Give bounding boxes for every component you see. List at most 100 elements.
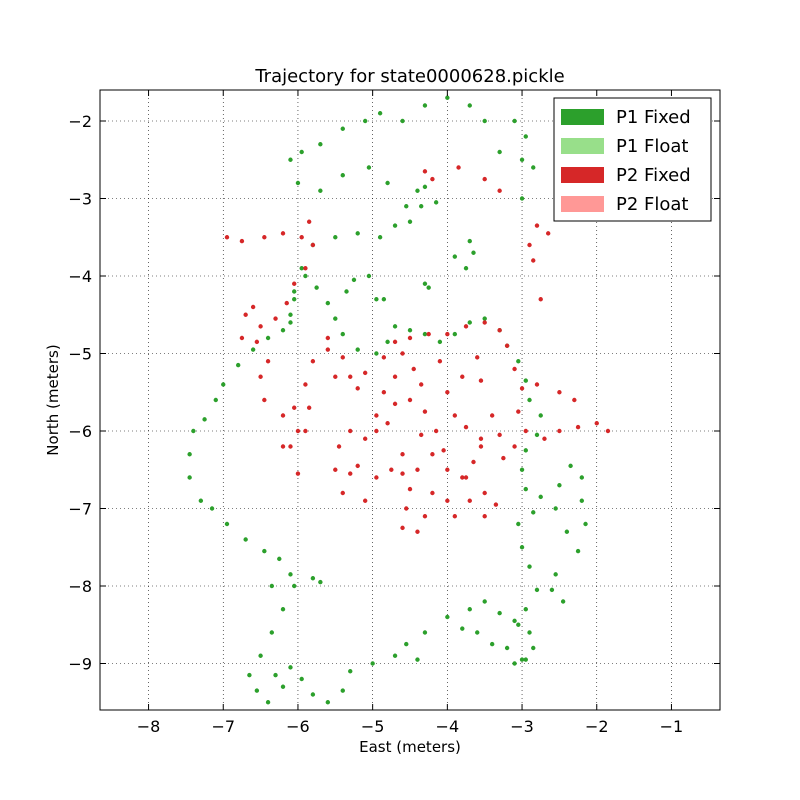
p1-fixed-point <box>303 273 308 279</box>
p2-fixed-point <box>460 475 465 480</box>
p1-fixed-point <box>482 316 487 321</box>
p1-fixed-point <box>318 579 323 585</box>
y-tick-label: −3 <box>68 190 92 209</box>
p1-fixed-point <box>452 331 458 337</box>
p1-fixed-point <box>523 607 528 612</box>
p2-fixed-point <box>452 514 458 519</box>
p1-fixed-point <box>392 653 398 658</box>
p1-fixed-point <box>531 645 536 651</box>
y-tick-label: −7 <box>68 500 92 519</box>
p1-fixed-point <box>519 467 525 472</box>
p1-fixed-point <box>362 118 368 124</box>
p1-fixed-point <box>527 397 532 403</box>
p2-fixed-point <box>557 390 562 395</box>
p1-fixed-point <box>415 657 420 662</box>
p2-fixed-point <box>445 331 450 337</box>
p1-fixed-point <box>489 641 495 647</box>
legend-swatch-p1-fixed <box>561 109 604 125</box>
p1-fixed-point <box>299 149 304 155</box>
p1-fixed-point <box>519 196 525 201</box>
p1-fixed-point <box>288 157 293 162</box>
p1-fixed-point <box>512 661 517 666</box>
p1-fixed-point <box>445 614 450 620</box>
p1-fixed-point <box>254 688 260 693</box>
p2-fixed-point <box>362 436 368 441</box>
p1-fixed-point <box>579 475 585 480</box>
p2-fixed-point <box>280 413 286 418</box>
p2-fixed-point <box>433 428 439 434</box>
p2-fixed-point <box>411 366 416 372</box>
p1-fixed-point <box>374 297 379 302</box>
p1-fixed-point <box>265 335 271 341</box>
p2-fixed-point <box>362 370 368 376</box>
p1-fixed-point <box>366 273 372 279</box>
p2-fixed-point <box>445 498 450 503</box>
p1-fixed-point <box>344 289 349 294</box>
p2-fixed-point <box>265 359 271 364</box>
p2-fixed-point <box>333 467 338 472</box>
p1-fixed-point <box>560 599 566 604</box>
p2-fixed-point <box>430 490 435 496</box>
p1-fixed-point <box>292 289 297 294</box>
p1-fixed-point <box>280 328 286 333</box>
p1-fixed-point <box>333 235 338 240</box>
p1-fixed-point <box>310 576 316 581</box>
p1-fixed-point <box>422 281 428 286</box>
p1-fixed-point <box>213 397 218 403</box>
p1-fixed-point <box>512 618 517 624</box>
p2-fixed-point <box>333 374 338 379</box>
plot-frame <box>99 89 721 711</box>
p1-fixed-point <box>433 200 439 205</box>
p1-fixed-point <box>310 692 316 697</box>
y-tick-label: −2 <box>68 112 92 131</box>
p2-fixed-point <box>280 231 286 236</box>
p1-fixed-point <box>288 320 293 325</box>
p1-fixed-point <box>258 653 263 658</box>
p1-fixed-point <box>277 556 282 562</box>
p1-fixed-point <box>407 328 413 333</box>
p2-fixed-point <box>456 165 461 170</box>
y-tick-label: −9 <box>68 655 92 674</box>
p1-fixed-point <box>299 266 304 271</box>
legend-label-p2-fixed: P2 Fixed <box>616 165 691 186</box>
p1-fixed-point <box>557 483 562 488</box>
p2-fixed-point <box>407 397 413 403</box>
p1-fixed-point <box>497 610 502 616</box>
p1-fixed-point <box>452 254 458 259</box>
p2-fixed-point <box>497 328 502 333</box>
p1-fixed-point <box>523 657 528 662</box>
p1-fixed-point <box>269 583 275 589</box>
p2-fixed-point <box>531 258 536 263</box>
legend-label-p1-float: P1 Float <box>616 136 688 157</box>
p2-fixed-point <box>575 424 581 430</box>
p2-fixed-point <box>407 335 413 341</box>
p2-fixed-point <box>512 444 517 449</box>
p1-fixed-point <box>512 118 517 124</box>
p1-fixed-point <box>235 362 241 368</box>
p2-fixed-point <box>441 448 446 453</box>
p1-fixed-point <box>295 180 301 186</box>
p1-fixed-point <box>504 645 510 651</box>
p1-fixed-point <box>404 204 409 209</box>
p2-fixed-point <box>497 432 502 438</box>
y-tick-label: −4 <box>68 267 92 286</box>
p1-fixed-point <box>534 587 540 593</box>
p1-fixed-point <box>471 250 476 255</box>
p2-fixed-point <box>463 475 469 480</box>
p1-fixed-point <box>523 378 528 383</box>
p2-fixed-point <box>407 486 413 492</box>
p1-fixed-point <box>527 630 532 635</box>
p2-fixed-point <box>239 335 245 341</box>
p2-fixed-point <box>478 444 484 449</box>
p2-fixed-point <box>303 266 308 271</box>
p2-fixed-point <box>325 347 331 352</box>
p2-fixed-point <box>310 359 316 364</box>
p2-fixed-point <box>288 444 293 449</box>
p1-fixed-point <box>463 266 469 271</box>
p2-fixed-point <box>295 471 301 476</box>
p2-fixed-point <box>381 390 387 395</box>
chart-title: Trajectory for state0000628.pickle <box>254 66 564 87</box>
p2-fixed-point <box>400 351 405 356</box>
p2-fixed-point <box>280 444 286 449</box>
p2-fixed-point <box>239 238 245 244</box>
